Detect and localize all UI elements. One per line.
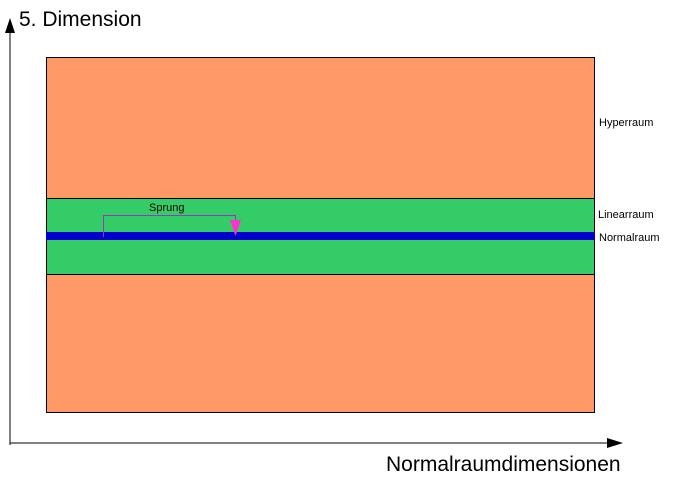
region-label: Linearraum — [598, 209, 654, 221]
jump-arrow — [230, 220, 241, 236]
y-axis-label: 5. Dimension — [19, 8, 142, 31]
x-axis-label: Normalraumdimensionen — [386, 453, 621, 476]
region-label: Hyperraum — [599, 117, 653, 129]
x-axis-arrow — [607, 438, 623, 448]
jump-path — [103, 215, 236, 237]
y-axis-arrow — [5, 18, 15, 33]
region-label: Normalraum — [599, 232, 660, 244]
jump-label: Sprung — [149, 202, 184, 214]
normalraum-region — [46, 232, 595, 240]
